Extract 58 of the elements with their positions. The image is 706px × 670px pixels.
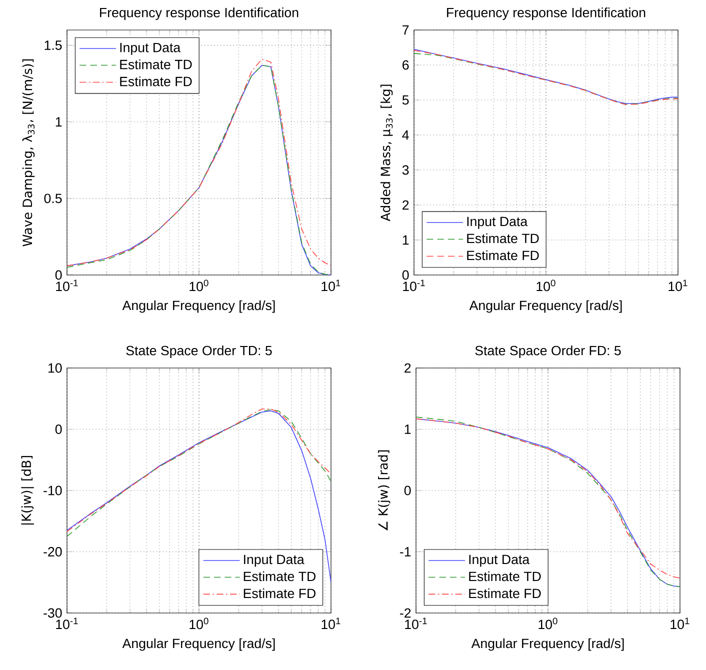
y-tick-label: 5: [402, 95, 409, 105]
x-axis-title: Angular Frequency [rad/s]: [122, 638, 275, 651]
legend-label: Estimate FD: [467, 250, 539, 260]
legend-label: Input Data: [467, 216, 528, 229]
y-tick-label: 1: [402, 235, 409, 245]
x-tick-label: 10$^{1}$: [322, 618, 340, 630]
legend-label: Input Data: [120, 42, 181, 55]
legend-label: Estimate FD: [244, 588, 316, 598]
x-tick-label: 10$^{1}$: [668, 280, 688, 292]
x-tick-label: 10$^{1}$: [670, 618, 690, 630]
x-tick-label: 10$^{0}$: [536, 280, 556, 292]
y-tick-label: 1: [56, 117, 62, 126]
legend-label: Estimate TD: [469, 571, 541, 582]
x-axis-title: Angular Frequency [rad/s]: [471, 638, 624, 651]
y-tick-label: 1: [404, 424, 411, 434]
chart-title: State Space Order FD: 5: [475, 346, 621, 358]
chart-title: State Space Order TD: 5: [126, 346, 272, 358]
legend-label: Estimate FD: [469, 588, 541, 598]
y-tick-label: 0: [402, 270, 409, 280]
y-tick-label: 4: [402, 130, 409, 140]
y-tick-label: 3: [402, 165, 409, 175]
x-tick-label: 10$^{0}$: [190, 280, 208, 292]
y-axis-title: |K(jw)| [dB]: [21, 456, 34, 525]
x-axis-title: Angular Frequency [rad/s]: [122, 300, 275, 313]
x-tick-label: 10$^{-1}$: [405, 618, 427, 630]
x-tick-label: 10$^{0}$: [538, 618, 558, 630]
y-tick-label: -20: [44, 547, 62, 556]
y-tick-label: 7: [402, 25, 409, 35]
y-tick-label: 2: [402, 200, 409, 210]
y-axis-title: ∠ K(jw) [rad]: [378, 450, 390, 531]
y-tick-label: 0: [404, 486, 411, 496]
legend-label: Input Data: [244, 554, 304, 567]
legend-label: Estimate TD: [467, 233, 539, 244]
y-tick-label: -10: [44, 486, 62, 496]
x-tick-label: 10$^{-1}$: [403, 280, 425, 292]
legend-label: Input Data: [469, 554, 530, 567]
y-tick-label: 2: [404, 363, 411, 373]
legend-label: Estimate FD: [120, 76, 192, 86]
x-tick-label: 10$^{1}$: [322, 280, 340, 292]
y-tick-label: 6: [402, 60, 409, 70]
y-tick-label: 0: [55, 270, 62, 280]
y-axis-title: Added Mass, μ$_{33}$, [kg]: [380, 84, 393, 222]
y-tick-label: 0: [55, 424, 62, 434]
y-tick-label: -1: [400, 547, 411, 556]
y-tick-label: -2: [400, 608, 411, 618]
y-axis-title: Wave Damping, λ$_{33}$, [N/(m/s)]: [22, 59, 35, 246]
x-tick-label: 10$^{-1}$: [56, 280, 78, 292]
chart-title: Frequency response Identification: [447, 8, 646, 20]
x-axis-title: Angular Frequency [rad/s]: [469, 300, 622, 313]
legend-label: Estimate TD: [244, 571, 316, 582]
y-tick-label: 10: [48, 363, 62, 373]
y-tick-label: 0.5: [44, 194, 62, 204]
x-tick-label: 10$^{-1}$: [56, 618, 78, 630]
y-tick-label: -30: [44, 608, 62, 618]
y-tick-label: 1.5: [44, 40, 62, 50]
chart-title: Frequency response Identification: [100, 8, 298, 20]
legend-label: Estimate TD: [120, 59, 192, 70]
x-tick-label: 10$^{0}$: [190, 618, 208, 630]
